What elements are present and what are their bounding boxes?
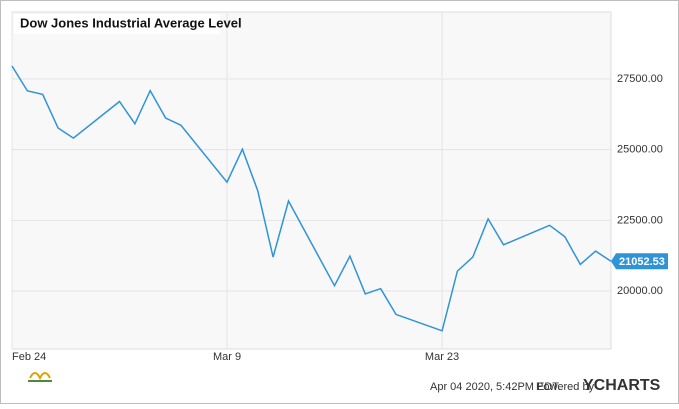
y-tick-label: 25000.00 — [617, 144, 663, 156]
x-tick-label: Mar 9 — [213, 351, 241, 363]
brand: YCHARTS — [583, 377, 661, 394]
data-line — [11, 65, 612, 332]
y-tick-label: 22500.00 — [617, 214, 663, 226]
x-tick-label: Mar 23 — [425, 351, 459, 363]
logo — [28, 372, 52, 382]
last-value-label: 21052.53 — [619, 256, 665, 268]
y-tick-label: 27500.00 — [617, 73, 663, 85]
powered-by: Powered by — [536, 381, 595, 393]
last-value-pointer — [611, 253, 668, 270]
x-tick-label: Feb 24 — [12, 351, 46, 363]
y-tick-label: 20000.00 — [617, 285, 663, 297]
chart-title: Dow Jones Industrial Average Level — [20, 15, 242, 30]
timestamp: Apr 04 2020, 5:42PM EDT. — [430, 381, 561, 393]
plot-area — [11, 11, 612, 350]
title-box — [14, 14, 220, 34]
